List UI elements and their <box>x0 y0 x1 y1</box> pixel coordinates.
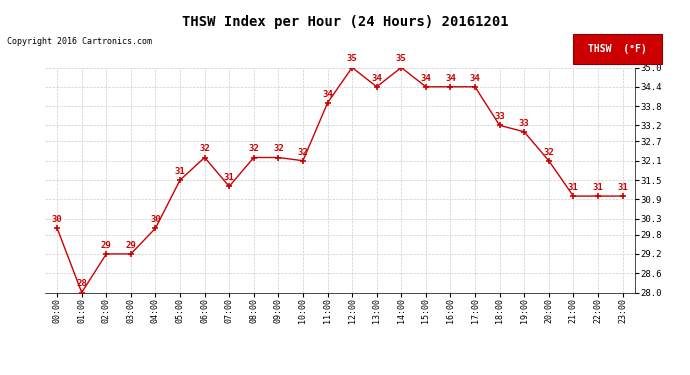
Text: 31: 31 <box>617 183 628 192</box>
Text: 32: 32 <box>199 144 210 153</box>
Text: 35: 35 <box>347 54 357 63</box>
Text: 29: 29 <box>101 241 112 250</box>
Text: 32: 32 <box>273 144 284 153</box>
Text: 33: 33 <box>519 118 529 128</box>
Text: 34: 34 <box>445 74 456 82</box>
Text: 34: 34 <box>420 74 431 82</box>
Text: 33: 33 <box>494 112 505 121</box>
Text: 30: 30 <box>52 215 63 224</box>
Text: 34: 34 <box>470 74 480 82</box>
Text: THSW  (°F): THSW (°F) <box>588 44 647 54</box>
Text: 32: 32 <box>544 147 554 156</box>
Text: THSW Index per Hour (24 Hours) 20161201: THSW Index per Hour (24 Hours) 20161201 <box>181 15 509 29</box>
Text: 35: 35 <box>396 54 406 63</box>
Text: 34: 34 <box>371 74 382 82</box>
Text: 32: 32 <box>297 147 308 156</box>
Text: 31: 31 <box>568 183 579 192</box>
Text: Copyright 2016 Cartronics.com: Copyright 2016 Cartronics.com <box>7 38 152 46</box>
Text: 31: 31 <box>593 183 603 192</box>
Text: 29: 29 <box>126 241 136 250</box>
Text: 32: 32 <box>248 144 259 153</box>
Text: 28: 28 <box>77 279 87 288</box>
Text: 34: 34 <box>322 90 333 99</box>
Text: 31: 31 <box>224 173 235 182</box>
Text: 30: 30 <box>150 215 161 224</box>
Text: 31: 31 <box>175 167 186 176</box>
